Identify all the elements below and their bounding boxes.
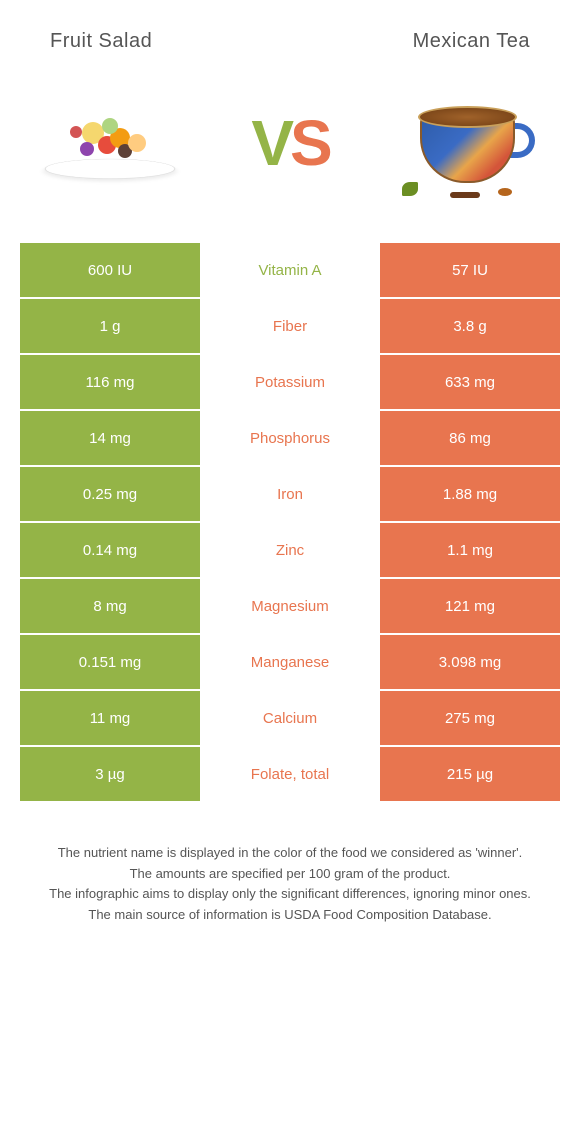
right-value: 1.1 mg <box>380 523 560 577</box>
vs-v: V <box>251 107 290 179</box>
footnote-line: The main source of information is USDA F… <box>40 905 540 925</box>
left-value: 1 g <box>20 299 200 353</box>
nutrient-label: Manganese <box>200 635 380 689</box>
nutrient-row: 11 mgCalcium275 mg <box>20 691 560 745</box>
footnote-line: The infographic aims to display only the… <box>40 884 540 904</box>
nutrient-label: Fiber <box>200 299 380 353</box>
right-value: 1.88 mg <box>380 467 560 521</box>
left-value: 600 IU <box>20 243 200 297</box>
nutrient-row: 14 mgPhosphorus86 mg <box>20 411 560 465</box>
footnote-line: The amounts are specified per 100 gram o… <box>40 864 540 884</box>
left-value: 3 µg <box>20 747 200 801</box>
left-value: 11 mg <box>20 691 200 745</box>
left-value: 8 mg <box>20 579 200 633</box>
nutrient-row: 600 IUVitamin A57 IU <box>20 243 560 297</box>
footnotes: The nutrient name is displayed in the co… <box>0 803 580 945</box>
left-value: 14 mg <box>20 411 200 465</box>
nutrient-row: 3 µgFolate, total215 µg <box>20 747 560 801</box>
nutrient-label: Iron <box>200 467 380 521</box>
right-value: 121 mg <box>380 579 560 633</box>
nutrient-table: 600 IUVitamin A57 IU1 gFiber3.8 g116 mgP… <box>0 243 580 801</box>
left-value: 0.151 mg <box>20 635 200 689</box>
nutrient-label: Folate, total <box>200 747 380 801</box>
nutrient-row: 0.151 mgManganese3.098 mg <box>20 635 560 689</box>
left-value: 116 mg <box>20 355 200 409</box>
nutrient-row: 116 mgPotassium633 mg <box>20 355 560 409</box>
right-value: 57 IU <box>380 243 560 297</box>
fruit-salad-image <box>30 83 190 203</box>
nutrient-label: Magnesium <box>200 579 380 633</box>
right-value: 275 mg <box>380 691 560 745</box>
left-value: 0.14 mg <box>20 523 200 577</box>
nutrient-label: Vitamin A <box>200 243 380 297</box>
right-value: 633 mg <box>380 355 560 409</box>
food-left-title: Fruit Salad <box>50 30 152 53</box>
left-value: 0.25 mg <box>20 467 200 521</box>
right-value: 86 mg <box>380 411 560 465</box>
right-value: 215 µg <box>380 747 560 801</box>
nutrient-label: Calcium <box>200 691 380 745</box>
vs-row: VS <box>0 63 580 243</box>
vs-s: S <box>290 107 329 179</box>
nutrient-row: 0.25 mgIron1.88 mg <box>20 467 560 521</box>
right-value: 3.8 g <box>380 299 560 353</box>
nutrient-label: Phosphorus <box>200 411 380 465</box>
header: Fruit Salad Mexican Tea <box>0 0 580 63</box>
vs-label: VS <box>251 106 328 180</box>
right-value: 3.098 mg <box>380 635 560 689</box>
mexican-tea-image <box>390 83 550 203</box>
food-right-title: Mexican Tea <box>413 30 530 53</box>
nutrient-label: Potassium <box>200 355 380 409</box>
nutrient-row: 1 gFiber3.8 g <box>20 299 560 353</box>
footnote-line: The nutrient name is displayed in the co… <box>40 843 540 863</box>
nutrient-row: 8 mgMagnesium121 mg <box>20 579 560 633</box>
nutrient-label: Zinc <box>200 523 380 577</box>
nutrient-row: 0.14 mgZinc1.1 mg <box>20 523 560 577</box>
